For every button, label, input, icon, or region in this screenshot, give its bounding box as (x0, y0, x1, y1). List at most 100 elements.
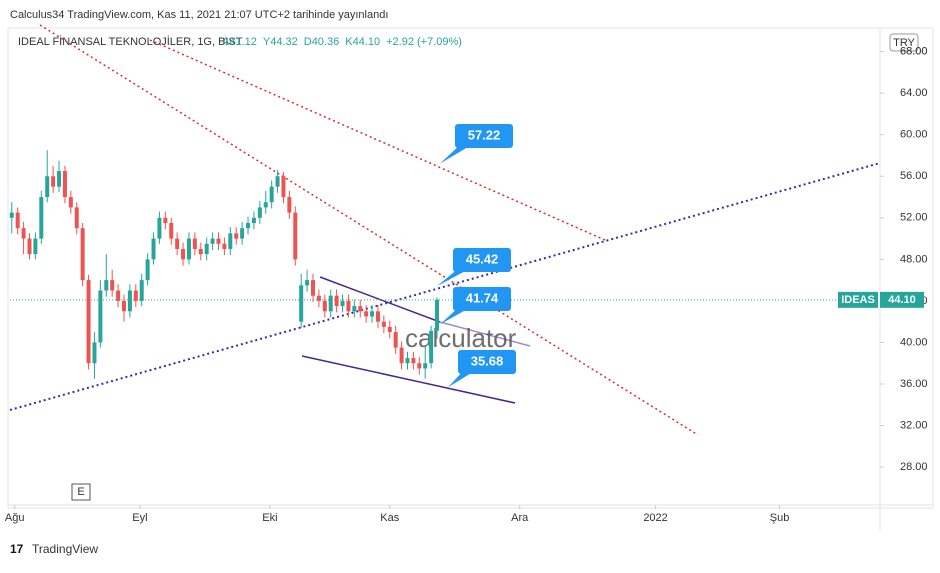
candle-body (358, 306, 363, 312)
candle-body (423, 363, 428, 369)
candle-body (9, 212, 14, 218)
candle-body (299, 285, 304, 322)
candle-body (293, 212, 298, 260)
candle-body (322, 300, 327, 312)
candle-body (257, 207, 262, 218)
candle-body (287, 197, 292, 213)
y-tick-label: 56.00 (900, 170, 928, 182)
y-tick-label: 48.00 (900, 253, 928, 265)
callout-label: 35.68 (471, 353, 504, 368)
logo: 17 (10, 542, 24, 556)
button-label[interactable]: E (77, 486, 84, 498)
candle-body (234, 233, 239, 239)
candle-body (151, 238, 156, 260)
y-tick-label: 52.00 (900, 212, 928, 224)
price-tag (838, 291, 878, 308)
candle-body (181, 248, 186, 260)
candle-body (15, 212, 20, 229)
candle-body (216, 238, 221, 244)
candle-body (352, 306, 357, 312)
price-tag-symbol: IDEAS (841, 294, 875, 306)
candle-body (340, 300, 345, 307)
candle-body (417, 363, 422, 369)
x-tick-label: Eyl (132, 512, 147, 524)
y-tick-label: 64.00 (900, 87, 928, 99)
candle-body (316, 295, 321, 301)
candle-body (98, 290, 103, 343)
candle-body (222, 243, 227, 249)
price-tag-label: 44.10 (888, 294, 916, 306)
wedge-line (439, 321, 531, 347)
candle-body (387, 326, 392, 333)
legend-value: Y44.32 (263, 36, 298, 48)
candle-body (86, 280, 91, 364)
frame (7, 27, 934, 509)
chart-title: IDEAL FİNANSAL TEKNOLOJİLER, 1G, BIST (18, 35, 243, 48)
candle-body (92, 342, 97, 364)
candle-body (157, 217, 162, 239)
candle-body (263, 202, 268, 208)
candle-body (39, 197, 44, 239)
candle-body (175, 238, 180, 249)
candle-body (405, 358, 410, 364)
watermark: calculator (405, 323, 517, 353)
trend-line (9, 162, 881, 411)
candle-body (145, 259, 150, 281)
y-tick-label: 60.00 (900, 129, 928, 141)
callout-box (453, 248, 511, 272)
candle-body (281, 176, 286, 198)
candle-body (429, 330, 434, 364)
candle-body (251, 217, 256, 223)
trend-line (39, 24, 699, 436)
y-tick-label: 40.00 (900, 336, 928, 348)
x-tick-label: 2022 (643, 512, 667, 524)
candle-body (163, 217, 168, 223)
price-tag (880, 291, 924, 308)
candle-body (192, 238, 197, 249)
legend-value: D40.36 (304, 36, 339, 48)
candle-body (74, 207, 79, 229)
button[interactable] (71, 483, 91, 501)
currency: TRY (893, 37, 915, 49)
legend-value: +2.92 (+7.09%) (386, 36, 462, 48)
currency-badge (889, 33, 919, 52)
candle-body (310, 280, 315, 296)
y-tick-label: 36.00 (900, 378, 928, 390)
legend-value: A41.12 (222, 36, 257, 48)
candle-body (246, 223, 251, 229)
legend-value: K44.10 (345, 36, 380, 48)
candle-body (127, 290, 132, 312)
candle-body (139, 280, 144, 301)
candle-body (240, 228, 245, 239)
candle-body (275, 176, 280, 187)
candle-body (375, 311, 380, 322)
callout-pointer (437, 268, 471, 287)
candle-body (110, 280, 115, 291)
candle-body (370, 311, 375, 317)
callout-label: 45.42 (466, 251, 499, 266)
footer: TradingView (32, 542, 98, 556)
candle-body (27, 238, 32, 255)
candle-body (51, 176, 56, 187)
candle-body (399, 347, 404, 364)
candle-body (305, 280, 310, 286)
candle-body (186, 238, 191, 260)
y-tick-label: 68.00 (900, 46, 928, 58)
x-tick-label: Ağu (5, 512, 25, 524)
candle-body (21, 228, 26, 239)
y-tick-label: 68.00 (900, 46, 928, 58)
callout-box (453, 287, 511, 311)
candle-body (435, 299, 440, 331)
callout-pointer (440, 144, 473, 164)
candle-body (33, 238, 38, 255)
candle-body (228, 233, 233, 249)
callout-pointer (440, 307, 471, 325)
x-tick-label: Kas (380, 512, 399, 524)
candle-body (80, 228, 85, 281)
candle-body (210, 238, 215, 244)
candle-body (328, 295, 333, 312)
candle-body (45, 176, 50, 198)
candle-body (269, 186, 274, 203)
wedge-line (301, 355, 516, 404)
